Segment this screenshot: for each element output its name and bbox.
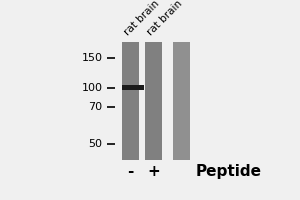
- Text: rat brain: rat brain: [122, 0, 161, 38]
- Text: 100: 100: [82, 83, 103, 93]
- Bar: [122, 85, 145, 90]
- Text: +: +: [147, 164, 160, 179]
- Text: -: -: [127, 164, 134, 179]
- Bar: [145, 42, 163, 160]
- Bar: [173, 42, 190, 160]
- Bar: [122, 42, 139, 160]
- Text: 70: 70: [88, 102, 103, 112]
- Text: 150: 150: [82, 53, 103, 63]
- Text: rat brain: rat brain: [146, 0, 184, 38]
- Text: Peptide: Peptide: [195, 164, 261, 179]
- Text: 50: 50: [88, 139, 103, 149]
